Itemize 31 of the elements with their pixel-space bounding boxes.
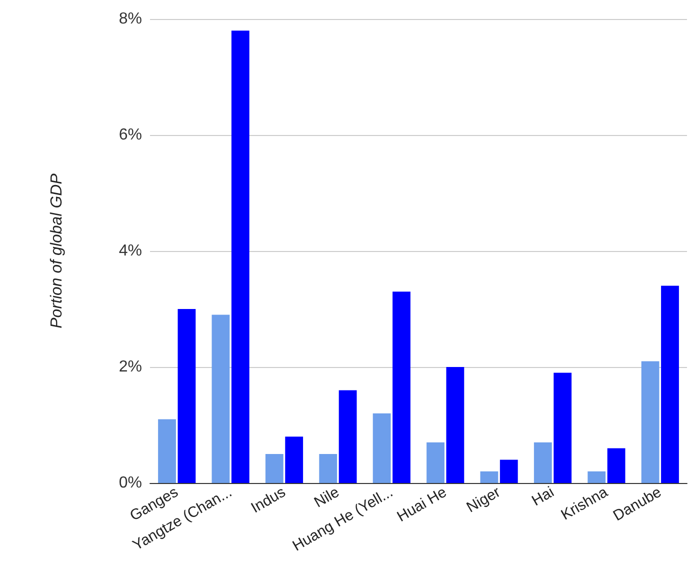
- bar: [392, 292, 410, 483]
- bar: [372, 413, 391, 483]
- bar: [500, 460, 518, 483]
- bar: [319, 454, 338, 483]
- y-tick-label: 2%: [118, 358, 142, 376]
- x-tick-label: Huai He: [394, 484, 450, 526]
- y-tick-label: 6%: [118, 126, 142, 144]
- bar: [588, 471, 606, 483]
- bar: [607, 448, 626, 483]
- bar: [554, 372, 572, 483]
- bar: [446, 367, 464, 483]
- bar: [265, 454, 284, 483]
- y-axis-title: Portion of global GDP: [48, 173, 66, 328]
- y-tick-label: 8%: [118, 10, 142, 28]
- bar: [231, 30, 250, 483]
- bar: [212, 314, 230, 483]
- bar: [178, 309, 196, 483]
- bar: [641, 361, 660, 483]
- bar: [338, 390, 357, 483]
- bar: [158, 419, 176, 483]
- bar: [480, 471, 498, 483]
- y-tick-label: 4%: [118, 242, 142, 260]
- x-tick-label: Hai: [529, 484, 557, 510]
- x-tick-label: Indus: [248, 484, 288, 517]
- bar: [661, 286, 679, 483]
- bar: [534, 442, 552, 483]
- y-tick-label: 0%: [118, 474, 142, 492]
- bar: [426, 442, 444, 483]
- x-tick-label: Nile: [311, 484, 342, 512]
- bar: [285, 436, 304, 483]
- x-tick-label: Niger: [464, 484, 504, 516]
